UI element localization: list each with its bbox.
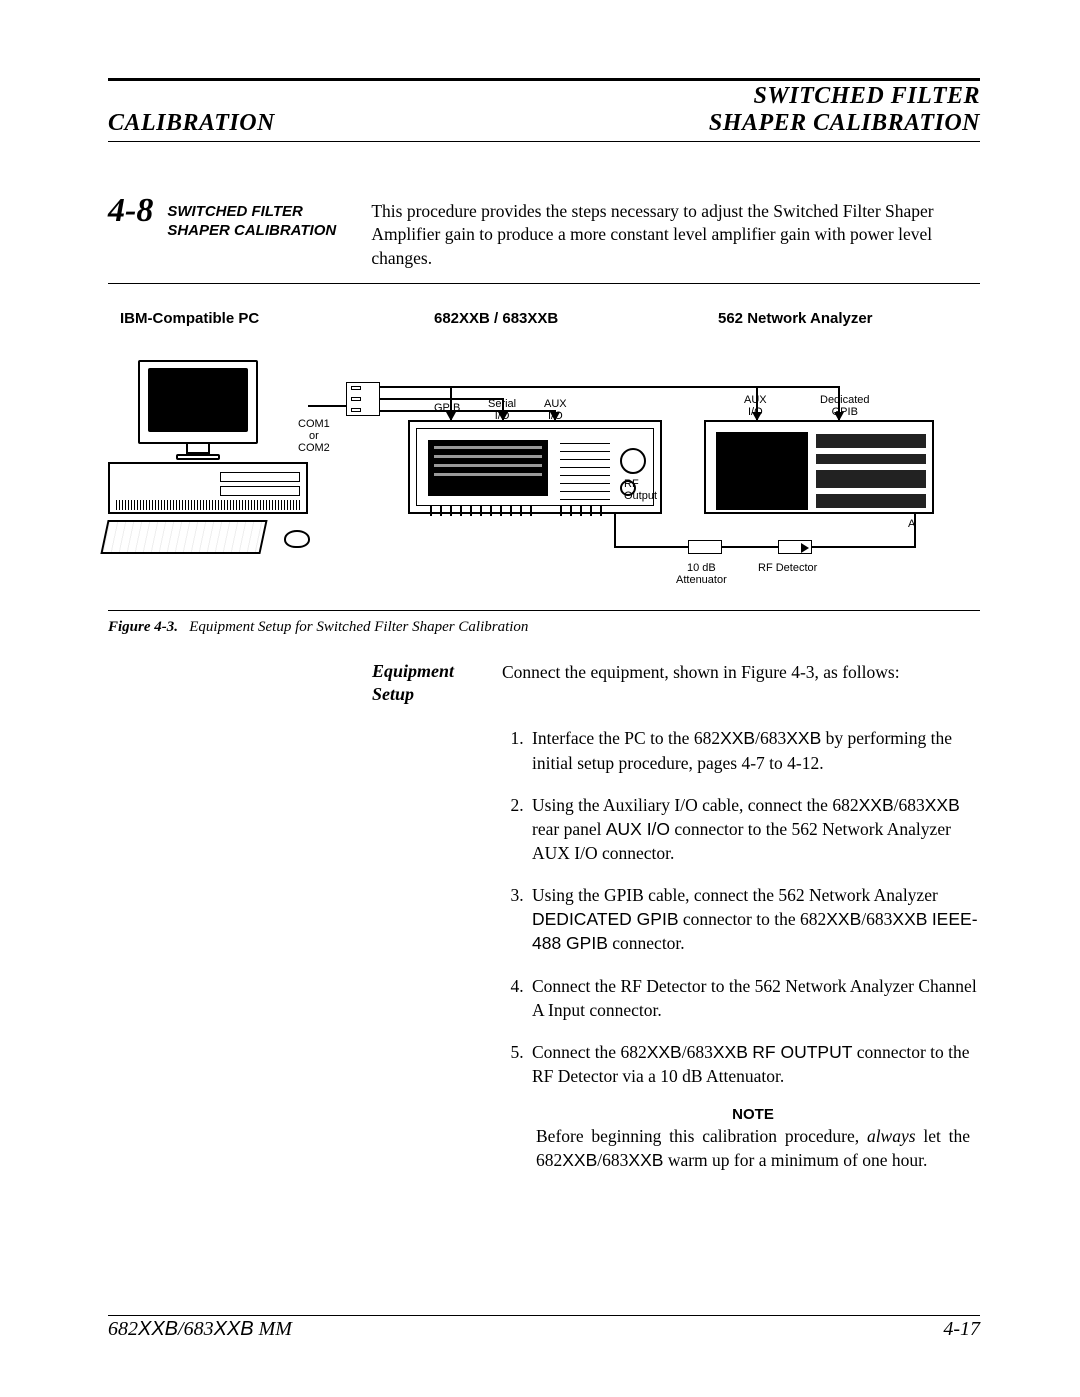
serial-hub-icon — [346, 382, 380, 416]
equipment-label-line2: Setup — [372, 683, 502, 706]
header-rule-bottom — [108, 141, 980, 142]
attenuator-icon — [688, 540, 722, 554]
rf-detector-icon — [778, 540, 812, 554]
equipment-setup-label: Equipment Setup — [372, 660, 502, 707]
footer-page-number: 4-17 — [943, 1318, 980, 1341]
note-block: NOTE Before beginning this calibration p… — [536, 1106, 970, 1172]
port-label-aux1: AUX I/O — [544, 398, 567, 422]
step-5: Connect the 682XXB/683XXB RF OUTPUT conn… — [528, 1040, 980, 1088]
pc-mouse-icon — [284, 530, 310, 548]
header-right-line2: SHAPER CALIBRATION — [709, 110, 980, 137]
label-rf-detector: RF Detector — [758, 562, 817, 574]
procedure-steps: Interface the PC to the 682XXB/683XXB by… — [502, 726, 980, 1088]
section-title: SWITCHED FILTER SHAPER CALIBRATION — [167, 192, 357, 241]
equipment-setup-intro: Connect the equipment, shown in Figure 4… — [502, 660, 980, 707]
header-right: SWITCHED FILTER SHAPER CALIBRATION — [709, 83, 980, 137]
section-rule — [108, 283, 980, 284]
step-4: Connect the RF Detector to the 562 Netwo… — [528, 974, 980, 1022]
step-1: Interface the PC to the 682XXB/683XXB by… — [528, 726, 980, 774]
equipment-label-line1: Equipment — [372, 660, 502, 683]
port-label-gpib: GPIB — [434, 402, 460, 414]
section-heading-row: 4-8 SWITCHED FILTER SHAPER CALIBRATION T… — [108, 192, 980, 271]
port-label-serial: Serial I/O — [488, 398, 516, 422]
section-number: 4-8 — [108, 192, 153, 228]
section-title-line2: SHAPER CALIBRATION — [167, 221, 357, 241]
figure-rule — [108, 610, 980, 611]
step-3: Using the GPIB cable, connect the 562 Ne… — [528, 883, 980, 955]
port-label-channel-a: A — [908, 518, 915, 530]
header-left: CALIBRATION — [108, 110, 275, 137]
page-header: CALIBRATION SWITCHED FILTER SHAPER CALIB… — [108, 83, 980, 137]
note-body: Before beginning this calibration proced… — [536, 1125, 970, 1172]
step-2: Using the Auxiliary I/O cable, connect t… — [528, 793, 980, 865]
pc-monitor-icon — [138, 360, 258, 460]
footer-rule — [108, 1315, 980, 1316]
header-right-line1: SWITCHED FILTER — [709, 83, 980, 110]
pc-case-icon — [108, 462, 308, 514]
page-footer: 682XXB/683XXB MM 4-17 — [108, 1315, 980, 1341]
port-label-dedicated-gpib: Dedicated GPIB — [820, 394, 870, 418]
figure-caption-text: Equipment Setup for Switched Filter Shap… — [189, 619, 528, 635]
note-title: NOTE — [536, 1106, 970, 1123]
label-attenuator: 10 dB Attenuator — [676, 562, 727, 586]
figure-caption: Figure 4-3. Equipment Setup for Switched… — [108, 619, 980, 636]
equipment-diagram: IBM-Compatible PC 682XXB / 683XXB 562 Ne… — [108, 310, 980, 610]
footer-left: 682XXB/683XXB MM — [108, 1318, 292, 1341]
port-label-com: COM1 or COM2 — [298, 418, 330, 454]
equipment-setup-row: Equipment Setup Connect the equipment, s… — [372, 660, 980, 707]
port-label-rf-output: RF Output — [624, 478, 657, 502]
diagram-label-analyzer: 562 Network Analyzer — [718, 310, 873, 327]
network-analyzer-illustration — [704, 420, 934, 514]
figure-label: Figure 4-3. — [108, 619, 178, 635]
header-rule-top — [108, 78, 980, 81]
diagram-label-pc: IBM-Compatible PC — [120, 310, 259, 327]
section-intro-text: This procedure provides the steps necess… — [371, 192, 980, 271]
pc-keyboard-icon — [100, 520, 267, 554]
pc-illustration — [108, 330, 318, 540]
diagram-label-siggen: 682XXB / 683XXB — [434, 310, 558, 327]
section-title-line1: SWITCHED FILTER — [167, 202, 357, 222]
